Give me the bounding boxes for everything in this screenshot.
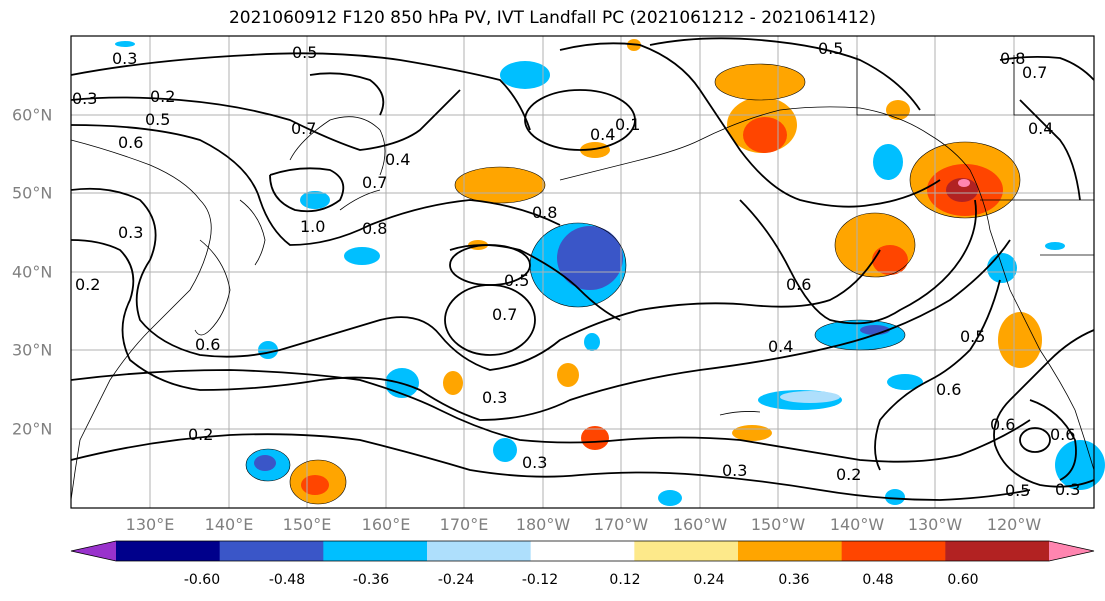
contour-label: 0.5 (1005, 481, 1030, 500)
contour-label: 0.5 (145, 110, 170, 129)
contour-label: 0.3 (482, 388, 507, 407)
colorbar-tick: -0.48 (268, 572, 306, 588)
colorbar-segment (427, 541, 532, 561)
lon-label: 160°E (361, 515, 411, 534)
colorbar-segment (116, 541, 221, 561)
map-title: 2021060912 F120 850 hPa PV, IVT Landfall… (228, 8, 876, 28)
contour-label: 0.2 (75, 275, 100, 294)
contour-label: 0.5 (960, 327, 985, 346)
colorbar-segment (219, 541, 324, 561)
contour-label: 0.3 (72, 89, 97, 108)
contour-label: 0.6 (786, 275, 811, 294)
contour-label: 0.6 (1050, 425, 1075, 444)
colorbar-segment (738, 541, 843, 561)
colorbar-tick: 0.60 (947, 572, 979, 588)
lon-label: 120°W (986, 515, 1042, 534)
colorbar-tick: -0.36 (352, 572, 390, 588)
contour-label: 0.5 (818, 39, 843, 58)
colorbar-extend-min (71, 541, 116, 561)
contour-label: 0.3 (522, 453, 547, 472)
contour-label: 0.7 (291, 119, 316, 138)
colorbar-tick: 0.12 (609, 572, 641, 588)
contour-label: 0.8 (362, 219, 387, 238)
contour-label: 0.3 (118, 223, 143, 242)
lon-label: 130°W (907, 515, 963, 534)
lon-label: 130°E (125, 515, 175, 534)
contour-label: 0.1 (615, 115, 640, 134)
contour-label: 0.6 (936, 380, 961, 399)
lat-label: 50°N (12, 183, 53, 203)
contour-label: 0.3 (112, 49, 137, 68)
colorbar-tick: 0.24 (693, 572, 725, 588)
colorbar-tick: -0.60 (183, 572, 221, 588)
colorbar-segment (945, 541, 1050, 561)
contour-label: 0.6 (195, 335, 220, 354)
colorbar (70, 540, 1095, 562)
shading-outlines (245, 63, 1021, 505)
lon-label: 180°W (515, 515, 571, 534)
colorbar-outline (70, 540, 1095, 562)
contour-label: 0.2 (150, 87, 175, 106)
colorbar-tick: -0.24 (437, 572, 475, 588)
contour-label: 0.8 (1000, 49, 1025, 68)
colorbar-segment (323, 541, 428, 561)
contour-label: 1.0 (300, 217, 325, 236)
lon-label: 160°W (672, 515, 728, 534)
lon-label: 150°W (750, 515, 806, 534)
contour-label: 0.5 (292, 43, 317, 62)
colorbar-tick: 0.36 (778, 572, 810, 588)
contour-label: 0.7 (362, 173, 387, 192)
contour-label: 0.3 (1055, 480, 1080, 499)
lon-label: 170°W (593, 515, 649, 534)
colorbar-tick: 0.48 (862, 572, 894, 588)
colorbar-segment (530, 541, 635, 561)
contour-label: 0.5 (504, 271, 529, 290)
contour-label: 0.4 (1028, 119, 1053, 138)
contour-label: 0.6 (990, 415, 1015, 434)
contours (70, 37, 1095, 501)
contour-label: 0.4 (768, 337, 793, 356)
contour-label: 0.2 (188, 425, 213, 444)
map-frame (70, 35, 1095, 509)
contour-label: 0.4 (385, 150, 410, 169)
contour-label: 0.7 (1022, 63, 1047, 82)
lon-label: 170°E (439, 515, 489, 534)
contour-label: 0.2 (836, 465, 861, 484)
contour-labels: 0.5 0.3 0.3 0.2 0.5 0.6 0.7 0.4 0.4 0.1 … (72, 39, 1080, 500)
lon-label: 140°E (204, 515, 254, 534)
colorbar-segment (634, 541, 739, 561)
lat-label: 60°N (12, 105, 53, 125)
coastlines (70, 55, 1095, 501)
lon-label: 140°W (829, 515, 885, 534)
lon-label: 150°E (282, 515, 332, 534)
contour-label: 0.3 (722, 461, 747, 480)
lat-label: 40°N (12, 262, 53, 282)
contour-label: 0.6 (118, 133, 143, 152)
shading-layer (115, 39, 1105, 506)
colorbar-tick: -0.12 (521, 572, 559, 588)
contour-label: 0.7 (492, 305, 517, 324)
colorbar-extend-max (1049, 541, 1094, 561)
lat-label: 20°N (12, 419, 53, 439)
lat-label: 30°N (12, 340, 53, 360)
colorbar-segment (841, 541, 946, 561)
contour-label: 0.4 (590, 125, 615, 144)
contour-label: 0.8 (532, 203, 557, 222)
